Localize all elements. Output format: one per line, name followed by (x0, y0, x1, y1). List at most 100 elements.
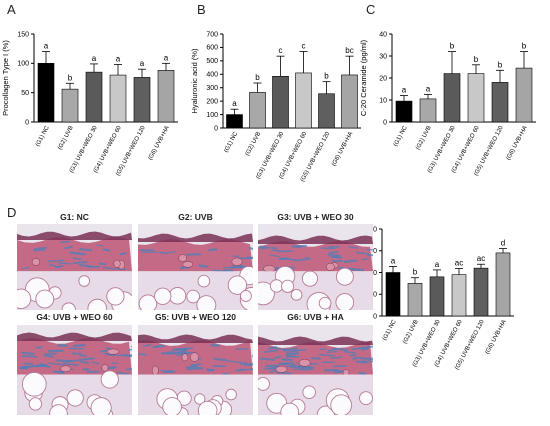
adipocyte (154, 287, 172, 305)
collagen-fiber (198, 264, 209, 268)
micrograph-g3: G3: UVB + WEO 30 (258, 212, 373, 312)
collagen-fiber (48, 263, 56, 268)
adipocyte (162, 397, 182, 415)
collagen-fiber (48, 362, 65, 366)
collagen-fiber (319, 348, 327, 351)
collagen-fiber (168, 251, 176, 254)
significance-label: b (413, 268, 418, 277)
collagen-fiber (311, 357, 321, 360)
micrograph-g2: G2: UVB (138, 212, 253, 312)
category-label: (G1) NC (223, 131, 239, 154)
collagen-fiber (226, 360, 242, 364)
bar (85, 71, 103, 123)
micrograph-g6: G6: UVB + HA (258, 312, 373, 420)
collagen-fiber (259, 246, 266, 250)
collagen-fiber (212, 269, 227, 273)
collagen-fiber (286, 363, 296, 368)
collagen-fiber (273, 355, 282, 359)
y-tick-label: 300 (206, 85, 218, 92)
collagen-fiber (48, 259, 64, 263)
collagen-fiber (207, 369, 214, 372)
collagen-fiber (239, 361, 247, 365)
adipocyte (35, 289, 55, 309)
collagen-fiber (358, 371, 367, 376)
adipocyte (194, 393, 206, 405)
collagen-fiber (259, 357, 275, 361)
significance-label: a (402, 86, 407, 95)
adipocyte (197, 400, 218, 415)
collagen-fiber (73, 343, 86, 348)
collagen-fiber (54, 264, 64, 269)
collagen-fiber (355, 251, 369, 255)
epidermis-layer (258, 336, 373, 345)
collagen-fiber (138, 353, 147, 356)
bar (473, 267, 489, 317)
collagen-fiber (57, 261, 72, 265)
collagen-fiber (366, 345, 373, 349)
collagen-fiber (64, 359, 80, 363)
adipocyte (335, 293, 355, 310)
collagen-fiber (123, 353, 131, 357)
collagen-fiber (104, 352, 117, 357)
collagen-fiber (72, 257, 82, 261)
bar (318, 93, 335, 129)
collagen-fiber (160, 369, 176, 373)
y-tick-label: 100 (206, 112, 218, 119)
micrograph-title: G4: UVB + WEO 60 (36, 312, 113, 322)
adipocyte (225, 388, 237, 401)
hair-follicle (182, 261, 194, 268)
collagen-fiber (117, 371, 130, 376)
collagen-fiber (284, 257, 298, 262)
significance-label: bc (345, 46, 353, 55)
hair-follicle (263, 265, 276, 273)
collagen-fiber (351, 346, 367, 351)
bar (272, 76, 289, 129)
hair-follicle (101, 364, 109, 372)
bar-chart-ceramide: 0 10 20 30 40 C-20 Ceramide (pg/ml) a (G1) NC a (… (359, 31, 536, 177)
collagen-fiber (294, 348, 307, 352)
collagen-fiber (48, 349, 64, 353)
collagen-fiber (79, 357, 95, 362)
significance-label: a (391, 256, 396, 265)
adipocyte (335, 267, 354, 286)
adipocyte (21, 371, 47, 397)
collagen-fiber (80, 360, 90, 365)
adipocyte (66, 389, 84, 407)
adipocyte (61, 302, 76, 310)
epidermis-layer (258, 235, 373, 244)
collagen-fiber (276, 371, 292, 375)
collagen-fiber (90, 361, 100, 365)
micrograph-title: G3: UVB + WEO 30 (277, 212, 354, 222)
bar (226, 114, 243, 129)
collagen-fiber (333, 347, 349, 352)
category-label: (G6) UVB+HA (148, 125, 171, 161)
collagen-fiber (355, 360, 368, 364)
bar (407, 283, 423, 317)
hair-follicle (298, 358, 311, 367)
significance-label: c (302, 41, 306, 50)
bar (157, 70, 175, 123)
significance-label: ac (455, 259, 463, 268)
category-label: (G6) UVB+HA (485, 319, 508, 355)
hair-follicle (106, 348, 120, 355)
collagen-fiber (343, 350, 356, 354)
collagen-fiber (119, 252, 127, 256)
bar (419, 98, 437, 123)
micrograph-title: G5: UVB + WEO 120 (154, 312, 236, 322)
category-label: (G1) NC (382, 319, 398, 342)
collagen-fiber (69, 251, 86, 256)
adipocyte (17, 288, 32, 309)
collagen-fiber (60, 240, 71, 244)
hair-follicle (325, 262, 335, 271)
micrograph-title: G6: UVB + HA (287, 312, 344, 322)
collagen-fiber (320, 247, 336, 250)
significance-label: a (426, 85, 431, 94)
y-tick-label: 0 (25, 119, 29, 126)
epidermis-layer (138, 334, 253, 343)
y-tick-label: 0 (373, 313, 377, 320)
adipocyte (100, 370, 119, 389)
collagen-fiber (21, 351, 34, 355)
adipocyte (330, 394, 353, 415)
adipocyte (318, 296, 332, 310)
